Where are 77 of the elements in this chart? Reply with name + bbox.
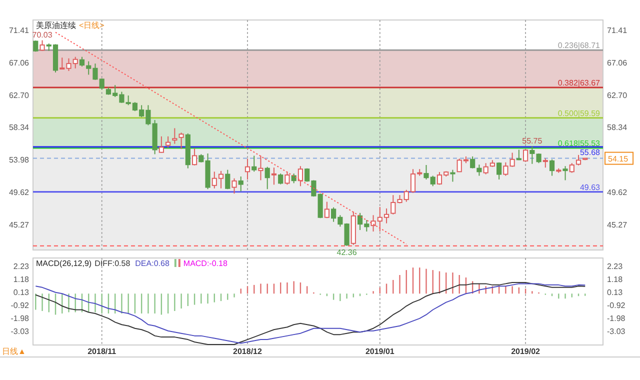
candlestick — [178, 132, 184, 150]
y2-tick-label: 0.13 — [607, 288, 624, 298]
y-tick-label: 45.27 — [8, 220, 30, 230]
ref-line-label: 55.68 — [580, 148, 601, 157]
ref-line-label: 0.500|59.59 — [558, 108, 601, 118]
annotation: 70.03 — [32, 30, 53, 40]
ref-line-label: 0.236|68.71 — [558, 41, 601, 50]
annotation: 42.36 — [336, 248, 358, 257]
y2-tick-label: 67.06 — [607, 58, 628, 68]
y-tick-label: 2.23 — [13, 262, 30, 271]
annotation: 55.75 — [522, 136, 543, 146]
y2-tick-label: -1.98 — [607, 314, 626, 324]
y2-tick-label: 45.27 — [607, 220, 628, 230]
y-tick-label: 53.98 — [8, 156, 30, 165]
candlestick — [264, 166, 270, 190]
candlestick — [542, 158, 548, 168]
y2-tick-label: 49.62 — [607, 188, 628, 197]
chart-title: MACD(26,12,9) — [36, 259, 92, 268]
y-tick-label: 58.34 — [8, 123, 30, 132]
candlestick — [496, 162, 502, 180]
y2-tick-label: 58.34 — [607, 123, 628, 132]
candlestick — [483, 162, 488, 175]
x-tick-label: 2018/11 — [88, 347, 117, 356]
candlestick — [562, 166, 568, 181]
candlestick — [172, 128, 178, 144]
candlestick — [284, 171, 290, 186]
candlestick — [238, 176, 244, 192]
candlestick — [298, 166, 304, 187]
y-tick-label: 49.62 — [8, 188, 30, 197]
chart-subtitle: <日线> — [79, 21, 105, 30]
y2-tick-label: -0.92 — [607, 301, 626, 310]
candlestick — [252, 155, 257, 172]
text: 日线▲ — [2, 347, 26, 356]
ref-line-label: 54.15 — [608, 154, 629, 164]
x-tick-label: 2019/02 — [511, 347, 541, 356]
y-tick-label: -0.92 — [10, 301, 30, 310]
candlestick — [258, 155, 264, 181]
candlestick — [569, 162, 574, 174]
y-tick-label: 71.41 — [8, 26, 30, 36]
candlestick — [318, 193, 323, 219]
candlestick — [503, 162, 508, 176]
y-tick-label: -1.98 — [10, 314, 30, 324]
chart-title: 美原油连续 — [36, 21, 76, 30]
candlestick — [450, 169, 456, 182]
candlestick — [271, 167, 277, 186]
candlestick — [158, 136, 164, 154]
y-tick-label: 62.70 — [8, 90, 30, 100]
candlestick — [549, 158, 555, 176]
candlestick — [324, 201, 330, 219]
candlestick — [470, 156, 476, 169]
text: DEA:0.68 — [135, 259, 170, 268]
candlestick — [166, 136, 171, 148]
candlestick — [278, 173, 284, 185]
y-tick-label: 67.06 — [8, 58, 30, 68]
candlestick — [510, 152, 515, 168]
x-tick-label: 2018/12 — [233, 347, 263, 356]
candlestick — [225, 169, 230, 190]
candlestick — [476, 164, 482, 176]
y2-tick-label: 1.18 — [607, 274, 624, 284]
x-tick-label: 2019/01 — [365, 347, 395, 356]
candlestick — [40, 40, 45, 52]
candlestick — [79, 56, 85, 68]
ref-line-label: 0.618|55.53 — [558, 139, 601, 148]
candlestick — [192, 148, 198, 166]
candlestick — [244, 158, 250, 180]
y2-tick-label: -3.03 — [607, 327, 626, 336]
legend-label: MACD:-0.18 — [183, 259, 228, 268]
y2-tick-label: 71.41 — [607, 26, 628, 36]
y-tick-label: -3.03 — [10, 327, 30, 336]
y-tick-label: 1.18 — [13, 274, 30, 284]
y2-tick-label: 62.70 — [607, 90, 628, 100]
y2-tick-label: 2.23 — [607, 262, 624, 271]
ref-line-label: 49.63 — [580, 182, 601, 192]
candlestick — [232, 178, 237, 194]
ref-line-label: 0.382|63.67 — [558, 78, 601, 88]
y-tick-label: 0.13 — [13, 288, 30, 298]
text: DIFF:0.58 — [94, 259, 131, 268]
